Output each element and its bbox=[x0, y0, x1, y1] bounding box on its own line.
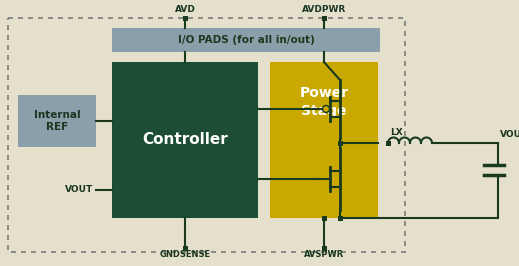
Bar bbox=[112, 28, 380, 52]
Text: I/O PADS (for all in/out): I/O PADS (for all in/out) bbox=[177, 35, 315, 45]
Bar bbox=[18, 95, 96, 147]
Text: AVDPWR: AVDPWR bbox=[302, 5, 346, 14]
Text: Controller: Controller bbox=[142, 132, 228, 148]
Circle shape bbox=[322, 106, 330, 113]
Bar bbox=[337, 140, 343, 146]
Bar bbox=[183, 15, 187, 20]
Bar bbox=[183, 246, 187, 251]
Bar bbox=[8, 18, 405, 252]
Text: Internal
REF: Internal REF bbox=[34, 110, 80, 132]
Text: GNDSENSE: GNDSENSE bbox=[159, 250, 211, 259]
Bar bbox=[321, 246, 326, 251]
Bar bbox=[321, 15, 326, 20]
Bar bbox=[386, 140, 390, 146]
Text: VOUT: VOUT bbox=[500, 130, 519, 139]
Bar bbox=[112, 62, 258, 218]
Text: LX: LX bbox=[390, 128, 403, 137]
Text: AVSPWR: AVSPWR bbox=[304, 250, 344, 259]
Text: VOUT: VOUT bbox=[65, 185, 93, 194]
Bar bbox=[321, 215, 326, 221]
Bar bbox=[337, 215, 343, 221]
Text: AVD: AVD bbox=[174, 5, 196, 14]
Text: Power
Stage: Power Stage bbox=[299, 86, 349, 118]
Bar bbox=[270, 62, 378, 218]
